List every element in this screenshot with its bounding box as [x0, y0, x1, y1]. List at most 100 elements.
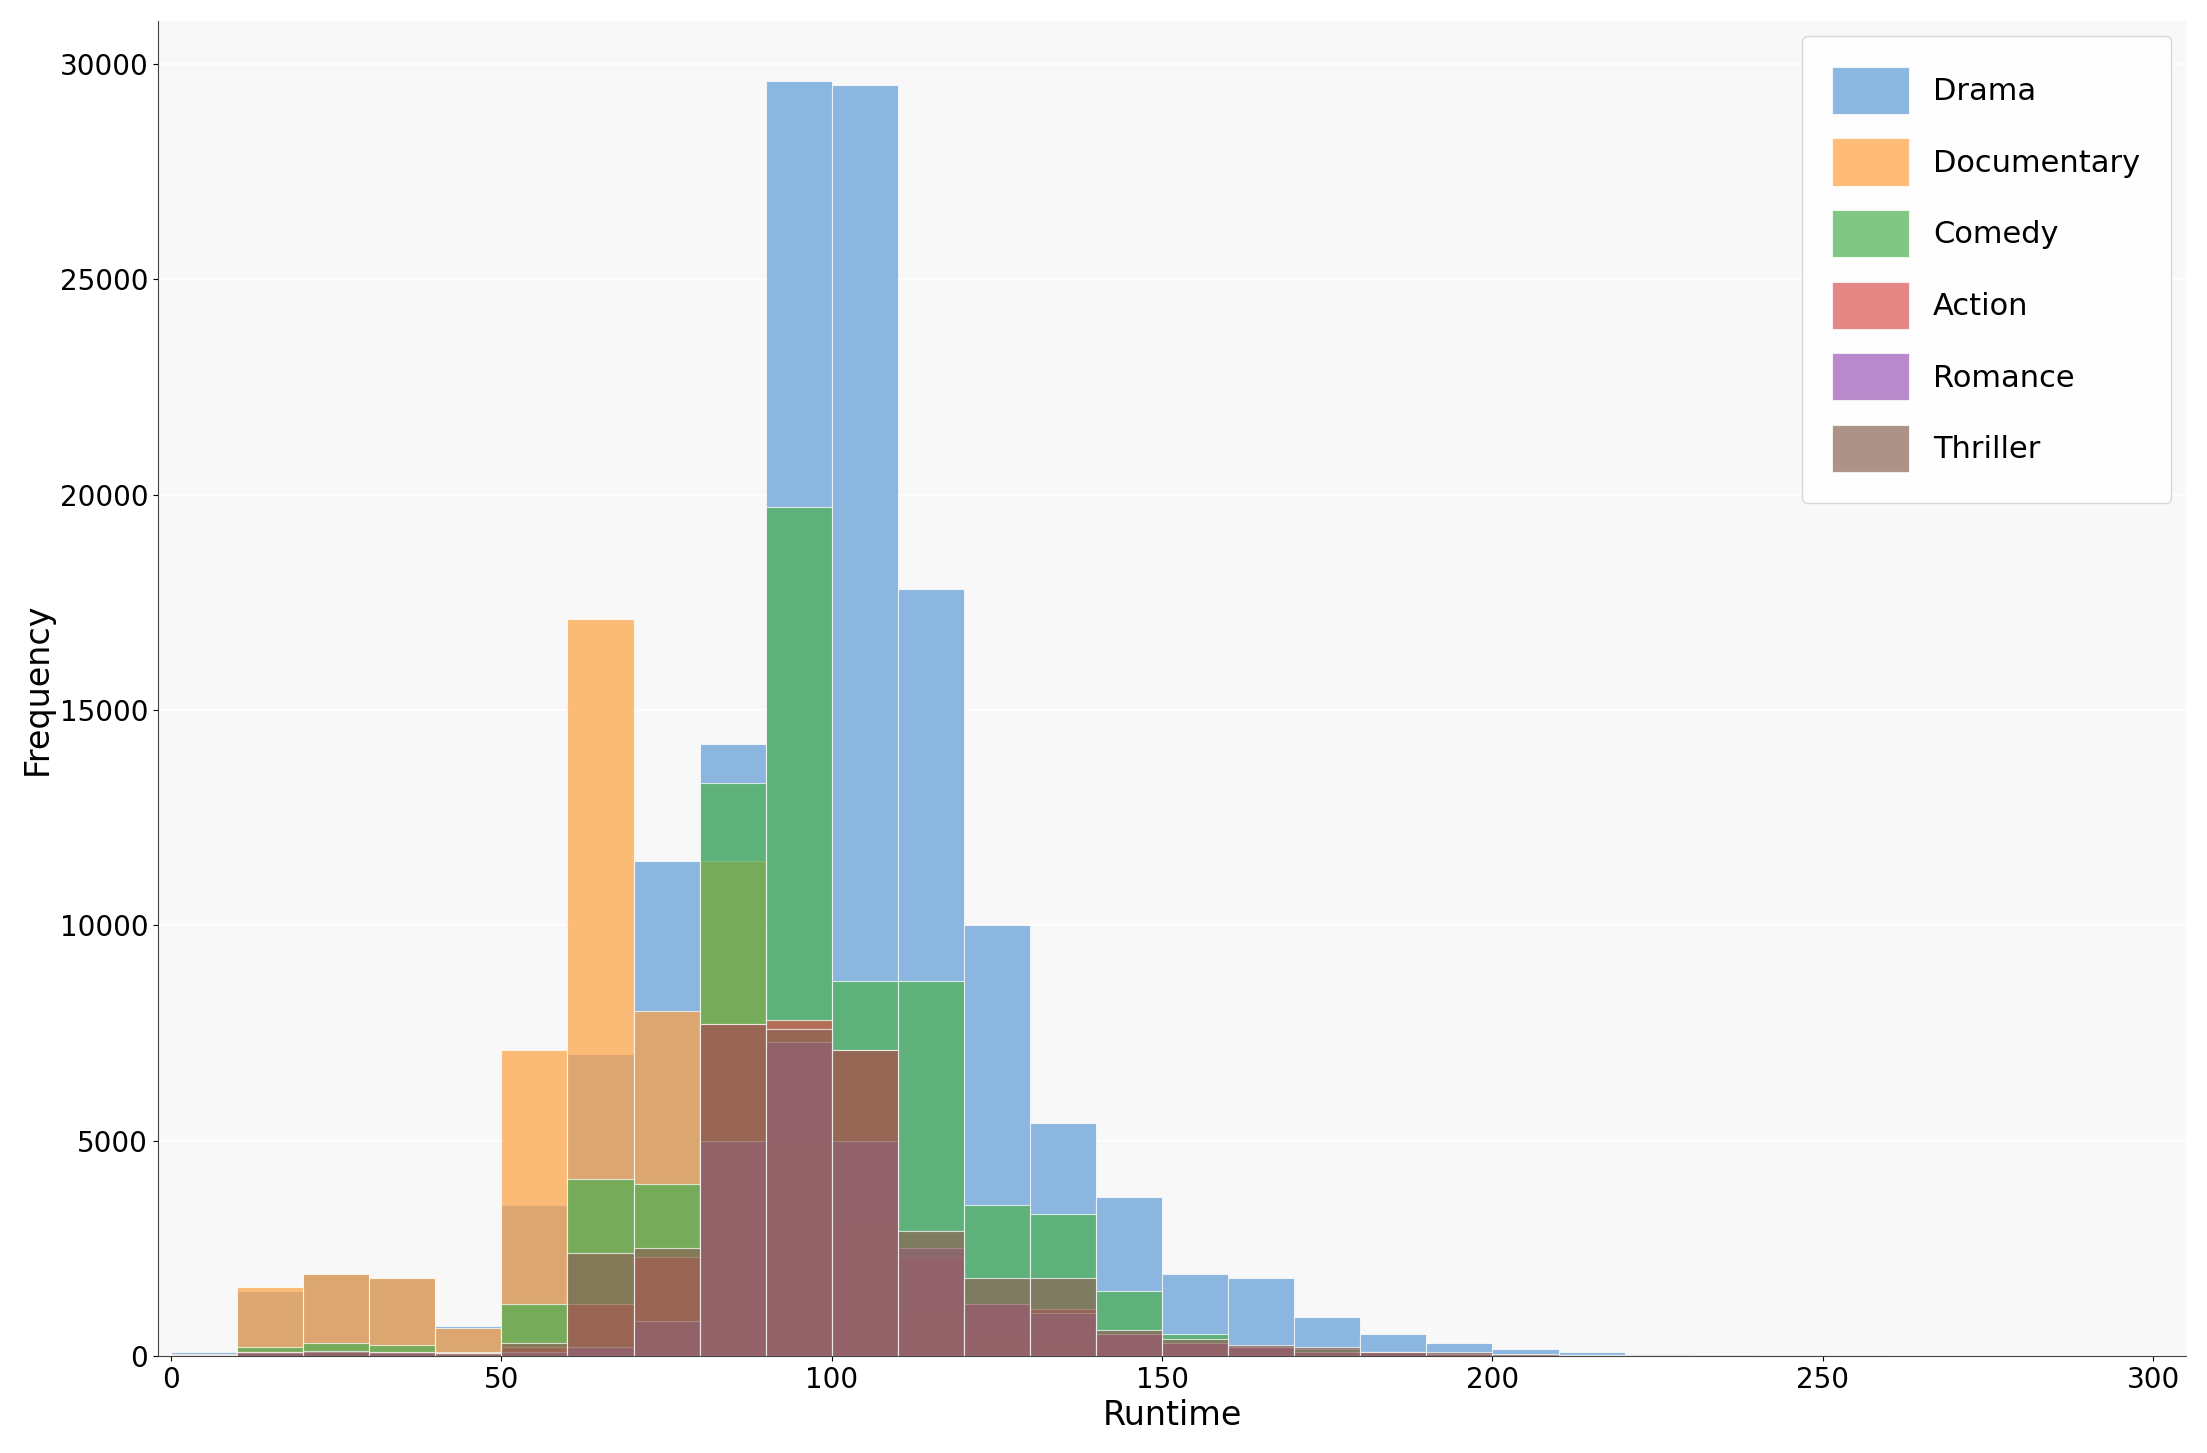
Bar	[1097, 1334, 1163, 1356]
Bar	[700, 1141, 766, 1356]
Bar	[964, 1279, 1031, 1356]
Bar	[302, 1274, 369, 1356]
Bar	[435, 1353, 501, 1356]
Bar	[633, 1248, 700, 1356]
Bar	[964, 1305, 1031, 1356]
Bar	[1360, 1351, 1426, 1356]
Bar	[1426, 1353, 1492, 1356]
Bar	[501, 1351, 567, 1356]
Bar	[1426, 1354, 1492, 1356]
Bar	[964, 1329, 1031, 1356]
Bar	[369, 1351, 435, 1356]
Bar	[832, 1051, 898, 1356]
Bar	[302, 1343, 369, 1356]
Bar	[832, 1051, 898, 1356]
Bar	[236, 1292, 302, 1356]
Bar	[1097, 1334, 1163, 1356]
Bar	[1360, 1353, 1426, 1356]
Bar	[1293, 1351, 1360, 1356]
Bar	[700, 744, 766, 1356]
Bar	[567, 1305, 633, 1356]
Bar	[1360, 1353, 1426, 1356]
Bar	[1227, 1347, 1293, 1356]
Bar	[369, 1351, 435, 1356]
Bar	[1360, 1334, 1426, 1356]
Bar	[501, 1347, 567, 1356]
Bar	[1426, 1343, 1492, 1356]
Bar	[567, 1055, 633, 1356]
Bar	[766, 507, 832, 1356]
Bar	[369, 1279, 435, 1356]
Bar	[766, 1141, 832, 1356]
Bar	[1492, 1354, 1558, 1356]
Bar	[964, 1205, 1031, 1356]
Bar	[1293, 1353, 1360, 1356]
Bar	[1227, 1345, 1293, 1356]
Y-axis label: Frequency: Frequency	[20, 602, 53, 774]
Bar	[435, 1353, 501, 1356]
Bar	[633, 1011, 700, 1356]
Bar	[567, 1252, 633, 1356]
Bar	[1097, 1345, 1163, 1356]
Bar	[832, 1141, 898, 1356]
Bar	[1097, 1292, 1163, 1356]
Bar	[1293, 1316, 1360, 1356]
Bar	[1163, 1343, 1227, 1356]
Bar	[1031, 1309, 1097, 1356]
Bar	[898, 1257, 964, 1356]
Bar	[700, 783, 766, 1356]
Bar	[1227, 1279, 1293, 1356]
Bar	[633, 860, 700, 1356]
Bar	[567, 619, 633, 1356]
Bar	[898, 981, 964, 1356]
Bar	[1097, 1196, 1163, 1356]
Bar	[766, 81, 832, 1356]
Bar	[1558, 1353, 1624, 1356]
Bar	[172, 1351, 236, 1356]
Bar	[369, 1279, 435, 1356]
Bar	[236, 1347, 302, 1356]
Bar	[898, 1231, 964, 1356]
Bar	[236, 1353, 302, 1356]
Bar	[501, 1343, 567, 1356]
Bar	[1163, 1274, 1227, 1356]
Bar	[898, 1309, 964, 1356]
Bar	[1293, 1350, 1360, 1356]
Bar	[633, 1257, 700, 1356]
Bar	[236, 1353, 302, 1356]
Bar	[1031, 1213, 1097, 1356]
Bar	[302, 1353, 369, 1356]
Bar	[1163, 1343, 1227, 1356]
Bar	[172, 1354, 236, 1356]
Bar	[832, 981, 898, 1356]
Bar	[1031, 1338, 1097, 1356]
Bar	[501, 1051, 567, 1356]
Bar	[898, 590, 964, 1356]
Bar	[1031, 1123, 1097, 1356]
Bar	[1492, 1350, 1558, 1356]
Bar	[435, 1325, 501, 1356]
Bar	[567, 1180, 633, 1356]
Bar	[700, 1024, 766, 1356]
Bar	[766, 1042, 832, 1356]
Bar	[898, 1248, 964, 1356]
Bar	[1031, 1279, 1097, 1356]
Bar	[1624, 1354, 1691, 1356]
Bar	[964, 1305, 1031, 1356]
Bar	[1163, 1350, 1227, 1356]
Bar	[236, 1353, 302, 1356]
Bar	[302, 1351, 369, 1356]
Bar	[1426, 1354, 1492, 1356]
Bar	[832, 1222, 898, 1356]
Bar	[1031, 1314, 1097, 1356]
Bar	[1360, 1354, 1426, 1356]
Bar	[832, 86, 898, 1356]
Bar	[766, 1029, 832, 1356]
Bar	[567, 1347, 633, 1356]
Bar	[1227, 1351, 1293, 1356]
Bar	[302, 1274, 369, 1356]
Bar	[302, 1351, 369, 1356]
Bar	[435, 1328, 501, 1356]
Bar	[633, 1184, 700, 1356]
Bar	[1227, 1347, 1293, 1356]
